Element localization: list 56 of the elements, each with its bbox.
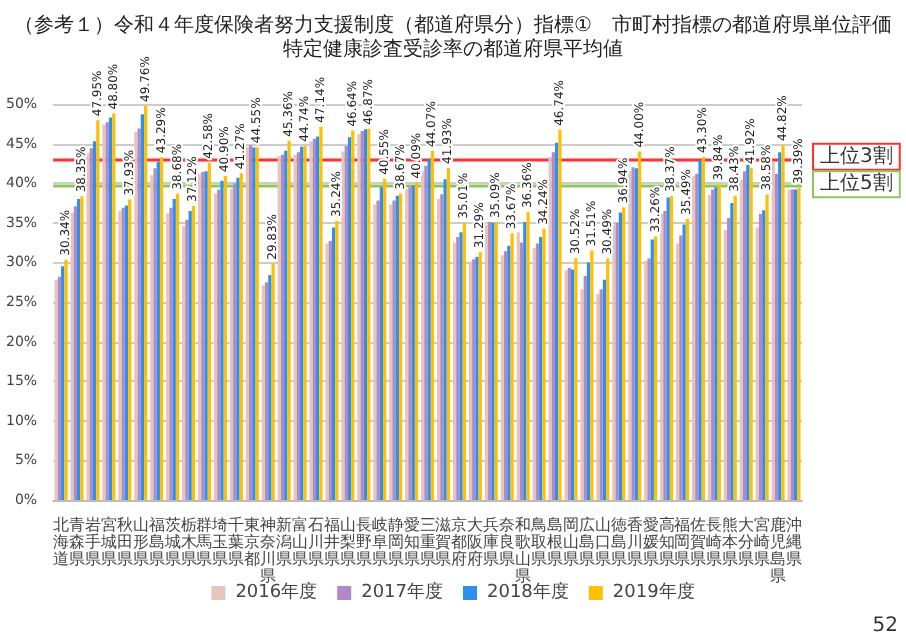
x-tick-label: 富山県 [292,515,309,568]
x-tick-label: 滋賀県 [435,515,452,568]
x-tick-label: 愛媛県 [642,515,659,568]
x-tick-label: 奈良県 [499,515,516,568]
x-tick-label: 大分県 [738,515,755,568]
x-tick-label: 三重県 [419,515,436,568]
x-tick-label: 香川県 [626,515,643,568]
x-tick-label: 宮城県 [98,515,117,568]
x-tick-label: 徳島県 [610,515,627,568]
x-tick-label: 茨城県 [162,515,181,568]
x-tick-label: 福島県 [148,515,165,568]
x-tick-label: 沖縄県 [784,515,803,568]
x-tick-label: 宮崎県 [754,515,771,568]
chart-title: （参考１）令和４年度保険者努力支援制度（都道府県分）指標① 市町村指標の都道府県単位評価 [14,13,892,37]
x-tick-label: 岐阜県 [371,515,388,568]
ref-line-label: 上位3割 [820,143,893,168]
x-tick-label: 長野県 [355,515,372,568]
x-tick-label: 岩手県 [84,515,101,568]
x-tick-label: 福岡県 [674,515,691,568]
x-tick-label: 北海道 [53,515,70,568]
ref-line-label: 上位5割 [820,171,893,196]
x-tick-label: 神奈川県 [260,515,277,585]
x-tick-label: 山口県 [594,515,611,568]
x-tick-label: 静岡県 [387,515,404,568]
x-tick-label: 愛知県 [403,515,420,568]
x-tick-label: 山梨県 [339,515,356,568]
x-tick-label: 鳥取県 [529,515,548,568]
x-tick-label: 福井県 [323,515,340,568]
x-tick-label: 栃木県 [180,515,197,568]
x-tick-label: 石川県 [308,515,325,568]
legend-label: 2018年度 [487,581,569,603]
x-tick-label: 青森県 [69,515,86,568]
x-tick-label: 鹿児島県 [770,515,787,585]
chart-subtitle: 特定健康診査受診率の都道府県平均値 [283,37,623,61]
x-tick-label: 大阪府 [467,515,484,568]
x-tick-label: 山形県 [132,515,149,568]
x-tick-label: 長崎県 [706,515,723,568]
x-tick-label: 京都府 [451,515,468,568]
legend-label: 2017年度 [361,581,443,603]
x-tick-label: 熊本県 [722,515,739,568]
x-tick-label: 東京都 [244,515,261,568]
x-tick-label: 佐賀県 [690,515,707,568]
x-tick-label: 新潟県 [276,515,293,568]
x-tick-label: 千葉県 [228,515,245,568]
x-tick-label: 秋田県 [116,515,133,568]
x-tick-label: 広島県 [578,515,595,568]
x-tick-label: 兵庫県 [483,515,500,568]
legend-label: 2016年度 [235,581,318,603]
x-tick-label: 和歌山県 [515,515,532,585]
legend-label: 2019年度 [612,581,695,603]
x-tick-label: 高知県 [658,515,675,568]
x-tick-label: 群馬県 [194,515,213,568]
x-tick-label: 埼玉県 [210,515,229,568]
x-tick-label: 島根県 [547,515,564,568]
text: 52 [872,615,899,637]
x-tick-label: 岡山県 [562,515,579,568]
